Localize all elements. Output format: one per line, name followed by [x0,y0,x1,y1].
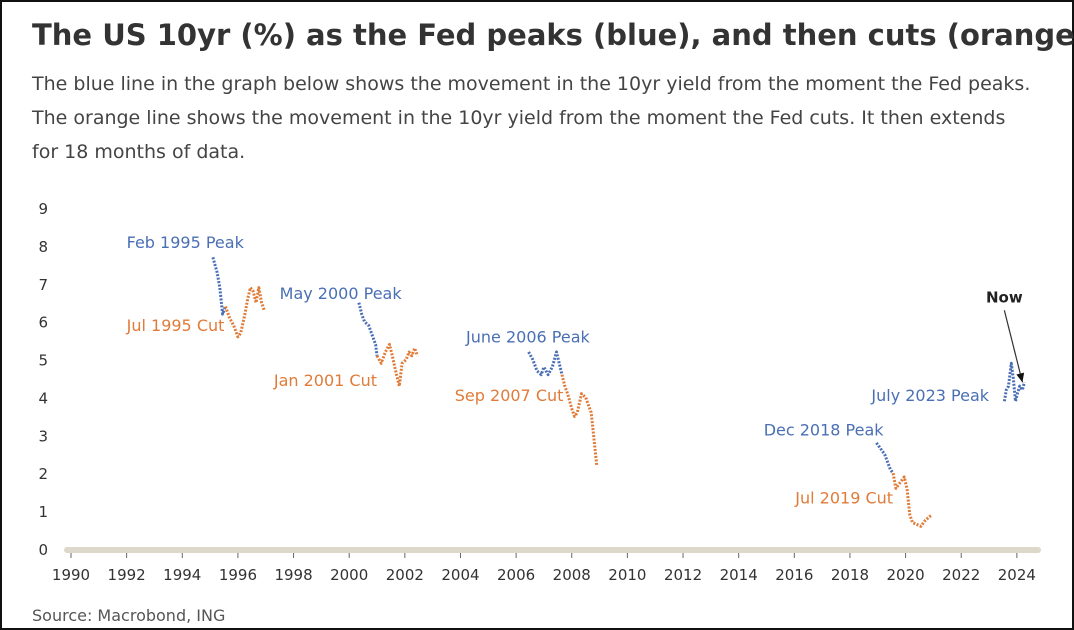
subtitle-line-2: The orange line shows the movement in th… [32,107,1006,129]
annotation-label: May 2000 Peak [280,284,403,303]
y-tick-label: 5 [38,352,48,370]
cut-series-line-5 [560,374,599,466]
subtitle-line-1: The blue line in the graph below shows t… [32,73,1031,95]
y-tick-label: 6 [38,314,48,332]
x-tick-label: 1992 [108,566,146,584]
x-tick-label: 2018 [831,566,869,584]
now-arrowhead-icon [1016,372,1025,383]
now-arrow-line [1003,310,1024,383]
x-tick-label: 2020 [886,566,924,584]
peak-series-line-6 [875,442,895,475]
y-tick-label: 7 [38,276,48,294]
x-tick-label: 1994 [163,566,201,584]
peak-series-line-8 [1002,361,1026,403]
x-tick-label: 2024 [998,566,1036,584]
peak-series-line-2 [357,302,379,356]
x-tick-label: 1990 [52,566,90,584]
annotation-label: July 2023 Peak [870,386,989,405]
x-tick-label: 2014 [720,566,758,584]
annotation-label: June 2006 Peak [465,328,590,347]
x-tick-label: 2012 [664,566,702,584]
annotation-label: Jan 2001 Cut [273,371,377,390]
y-tick-label: 8 [38,238,48,256]
subtitle-line-3: for 18 months of data. [32,141,246,163]
x-tick-label: 2000 [330,566,368,584]
peak-series-line-4 [527,350,564,377]
x-tick-label: 2016 [775,566,813,584]
annotation-label: Feb 1995 Peak [127,233,245,252]
x-tick-label: 1998 [274,566,312,584]
annotation-label: Sep 2007 Cut [455,386,564,405]
source-note: Source: Macrobond, ING [32,606,226,625]
y-tick-label: 0 [38,541,48,559]
y-tick-label: 1 [38,503,48,521]
cut-series-line-7 [891,472,933,528]
annotation-label: Jul 2019 Cut [794,489,893,508]
cut-series-line-3 [375,342,419,388]
y-tick-label: 4 [38,389,48,407]
x-tick-label: 2002 [386,566,424,584]
annotation-label: Dec 2018 Peak [764,420,885,439]
x-tick-label: 1996 [219,566,257,584]
x-tick-label: 2022 [942,566,980,584]
cut-series-line-1 [223,286,266,339]
y-tick-label: 2 [38,465,48,483]
chart-title: The US 10yr (%) as the Fed peaks (blue),… [32,18,1074,52]
peak-series-line-0 [211,256,227,316]
x-tick-label: 2010 [608,566,646,584]
y-tick-label: 3 [38,427,48,445]
x-tick-label: 2008 [553,566,591,584]
annotation-label: Jul 1995 Cut [126,316,225,335]
now-annotation: Now [986,289,1023,307]
x-tick-label: 2006 [497,566,535,584]
y-tick-label: 9 [38,200,48,218]
x-tick-label: 2004 [441,566,479,584]
